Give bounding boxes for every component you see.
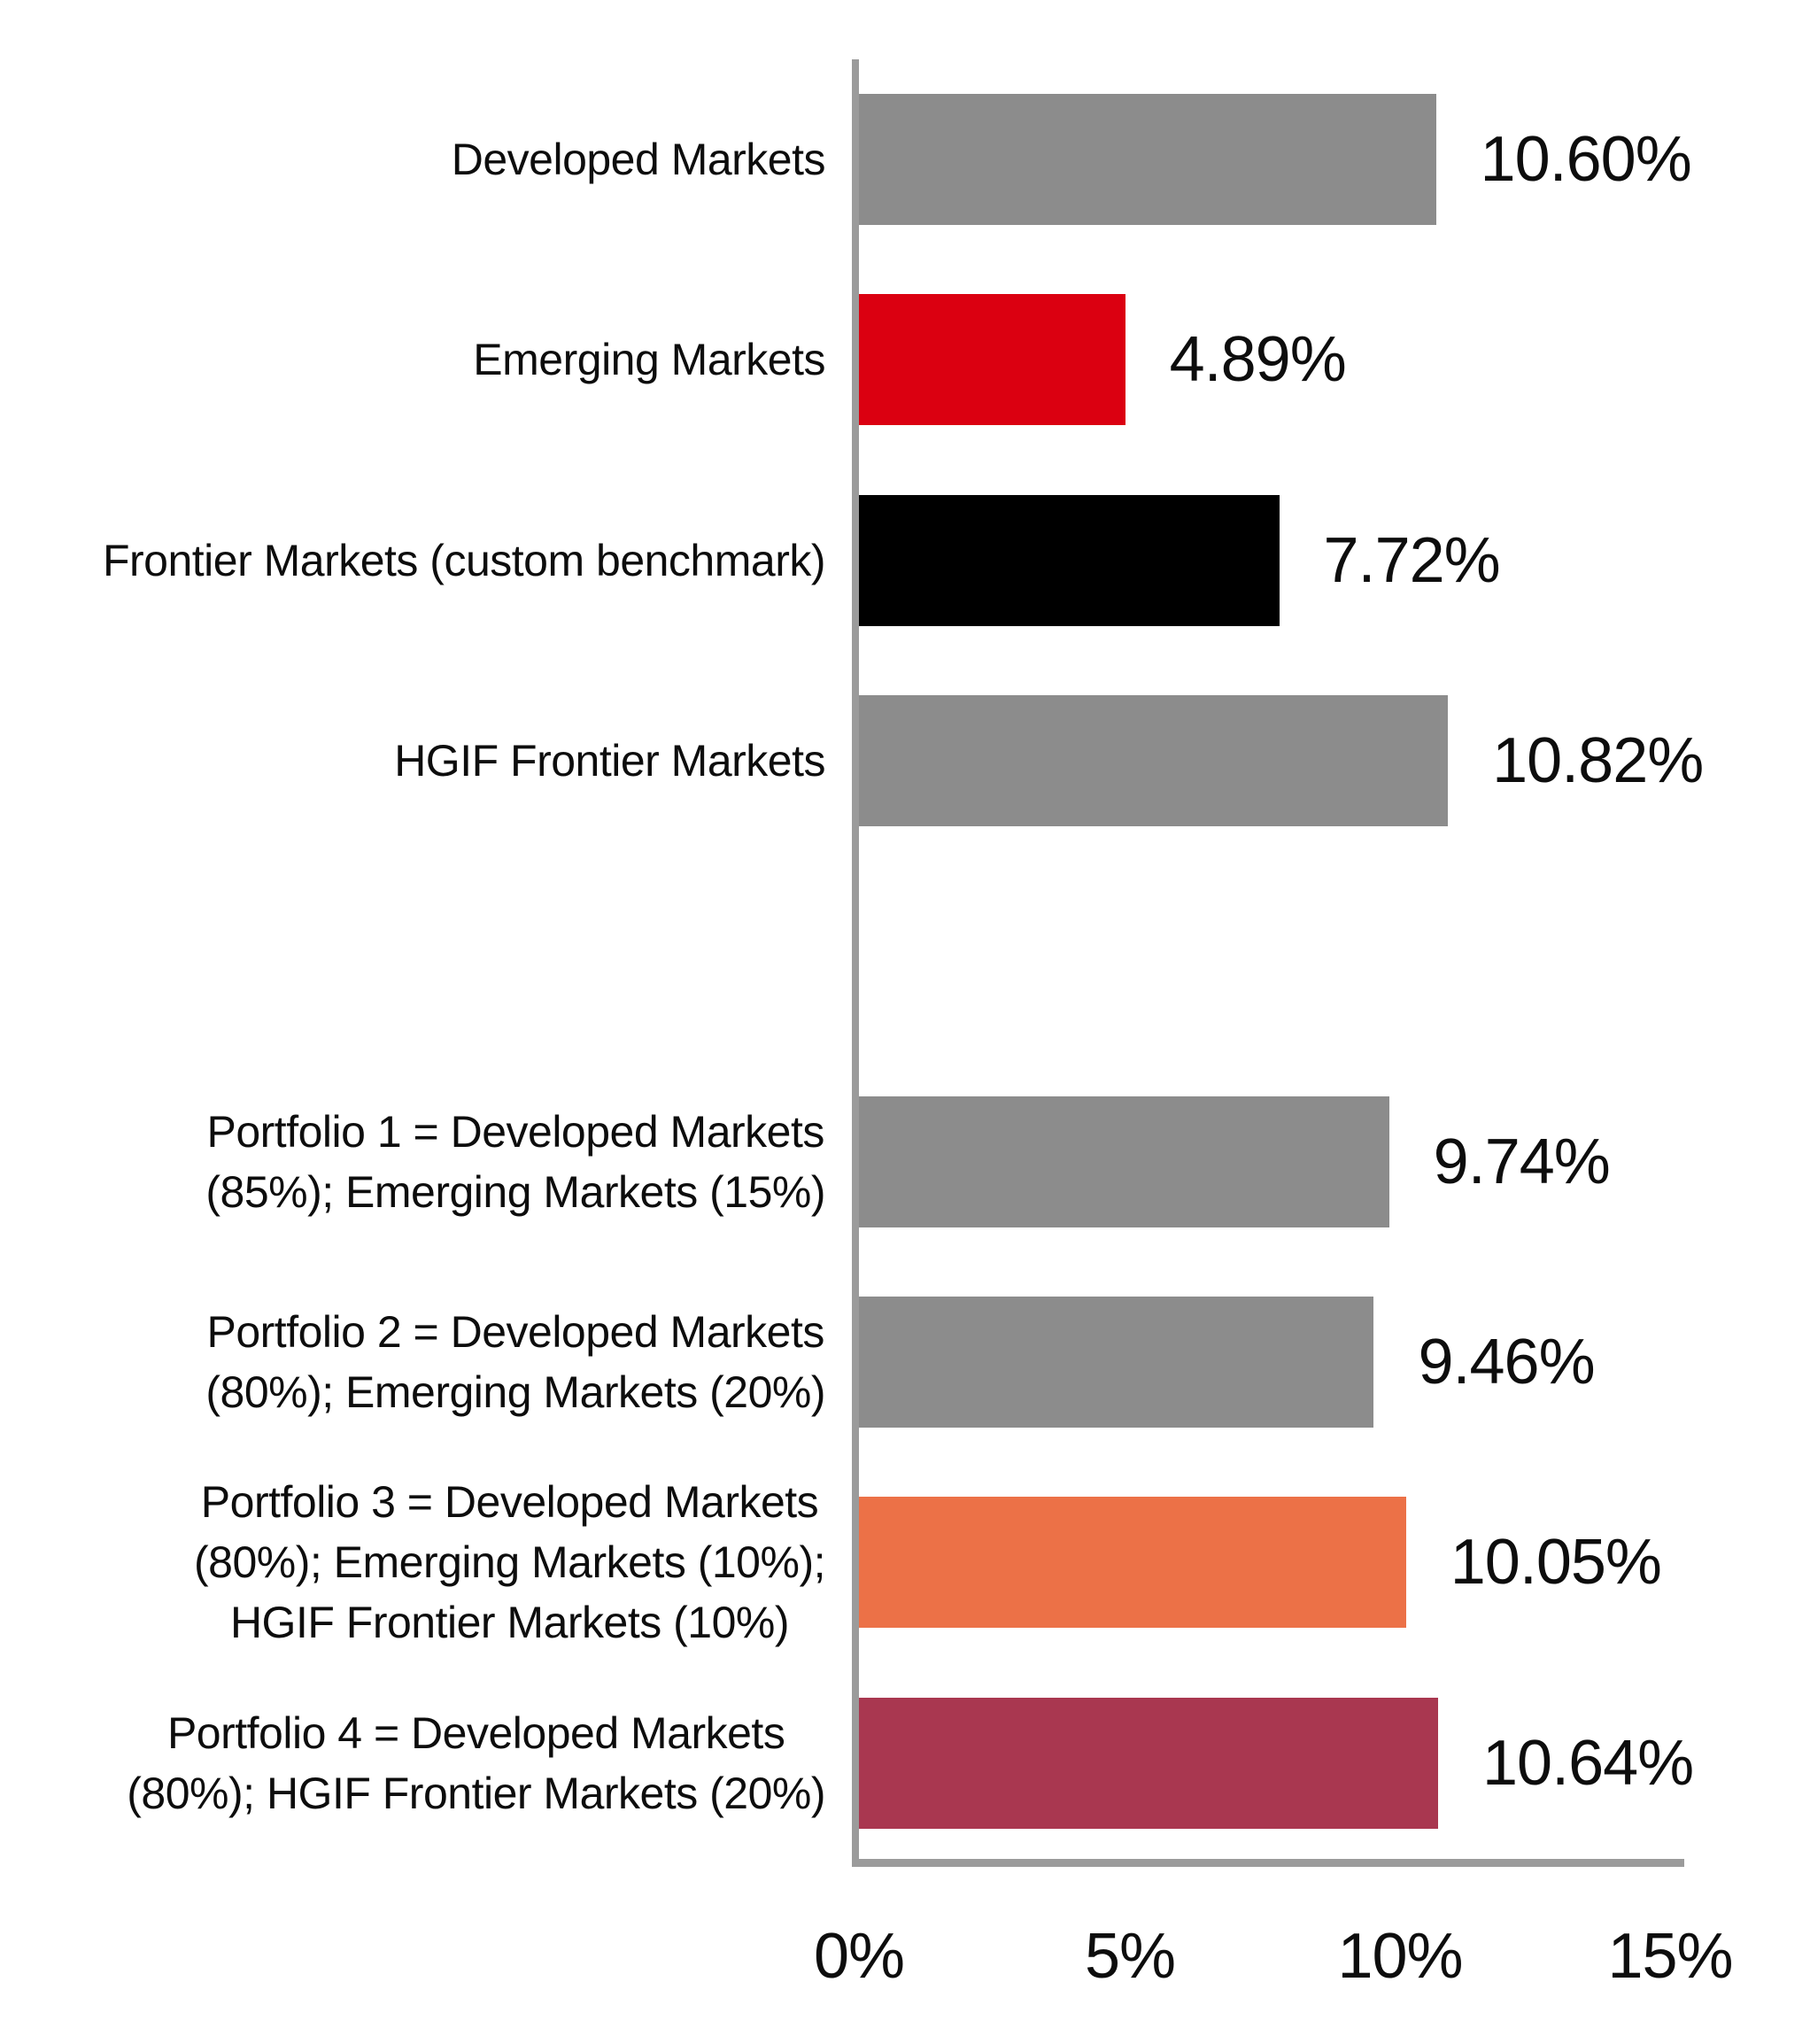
value-label: 9.46% <box>1418 1326 1595 1398</box>
value-label: 10.05% <box>1450 1527 1662 1599</box>
x-axis-tick: 15% <box>1607 1921 1733 1992</box>
y-axis-line <box>852 59 859 1867</box>
bar <box>859 494 1280 626</box>
category-label: Developed Markets <box>451 135 826 185</box>
bar <box>859 94 1436 226</box>
category-label: Portfolio 4 = Developed Markets (80%); H… <box>127 1707 825 1818</box>
chart-row: Portfolio 2 = Developed Markets (80%); E… <box>0 1262 1810 1462</box>
chart-row: Portfolio 4 = Developed Markets (80%); H… <box>0 1662 1810 1862</box>
chart-row: Emerging Markets 4.89% <box>0 259 1810 460</box>
bar <box>859 695 1449 827</box>
bar <box>859 1296 1374 1428</box>
category-label: Portfolio 2 = Developed Markets (80%); E… <box>205 1306 825 1417</box>
category-label: HGIF Frontier Markets <box>394 736 825 786</box>
value-label: 10.60% <box>1480 124 1692 196</box>
category-label: Frontier Markets (custom benchmark) <box>102 535 826 585</box>
bar <box>859 1497 1406 1629</box>
value-label: 10.64% <box>1482 1727 1694 1799</box>
value-label: 7.72% <box>1323 524 1501 596</box>
category-label: Portfolio 3 = Developed Markets (80%); E… <box>193 1477 826 1648</box>
value-label: 4.89% <box>1169 324 1347 396</box>
category-label: Portfolio 1 = Developed Markets (85%); E… <box>205 1106 825 1217</box>
chart-rows: Developed Markets 10.60% Emerging Market… <box>0 59 1810 1863</box>
chart-row: Developed Markets 10.60% <box>0 59 1810 259</box>
category-label: Emerging Markets <box>473 335 825 385</box>
x-axis-tick: 0% <box>813 1921 905 1992</box>
chart-row: HGIF Frontier Markets 10.82% <box>0 661 1810 861</box>
chart-row-spacer <box>0 861 1810 1061</box>
chart-row: Frontier Markets (custom benchmark) 7.72… <box>0 461 1810 661</box>
bar <box>859 294 1125 426</box>
x-axis-tick: 10% <box>1337 1921 1463 1992</box>
bar <box>859 1697 1438 1829</box>
value-label: 10.82% <box>1492 725 1704 797</box>
x-axis-tick: 5% <box>1084 1921 1176 1992</box>
chart-row: Portfolio 1 = Developed Markets (85%); E… <box>0 1061 1810 1261</box>
chart-row: Portfolio 3 = Developed Markets (80%); E… <box>0 1462 1810 1662</box>
value-label: 9.74% <box>1433 1126 1611 1197</box>
bar <box>859 1096 1389 1227</box>
x-axis-line <box>852 1859 1684 1867</box>
